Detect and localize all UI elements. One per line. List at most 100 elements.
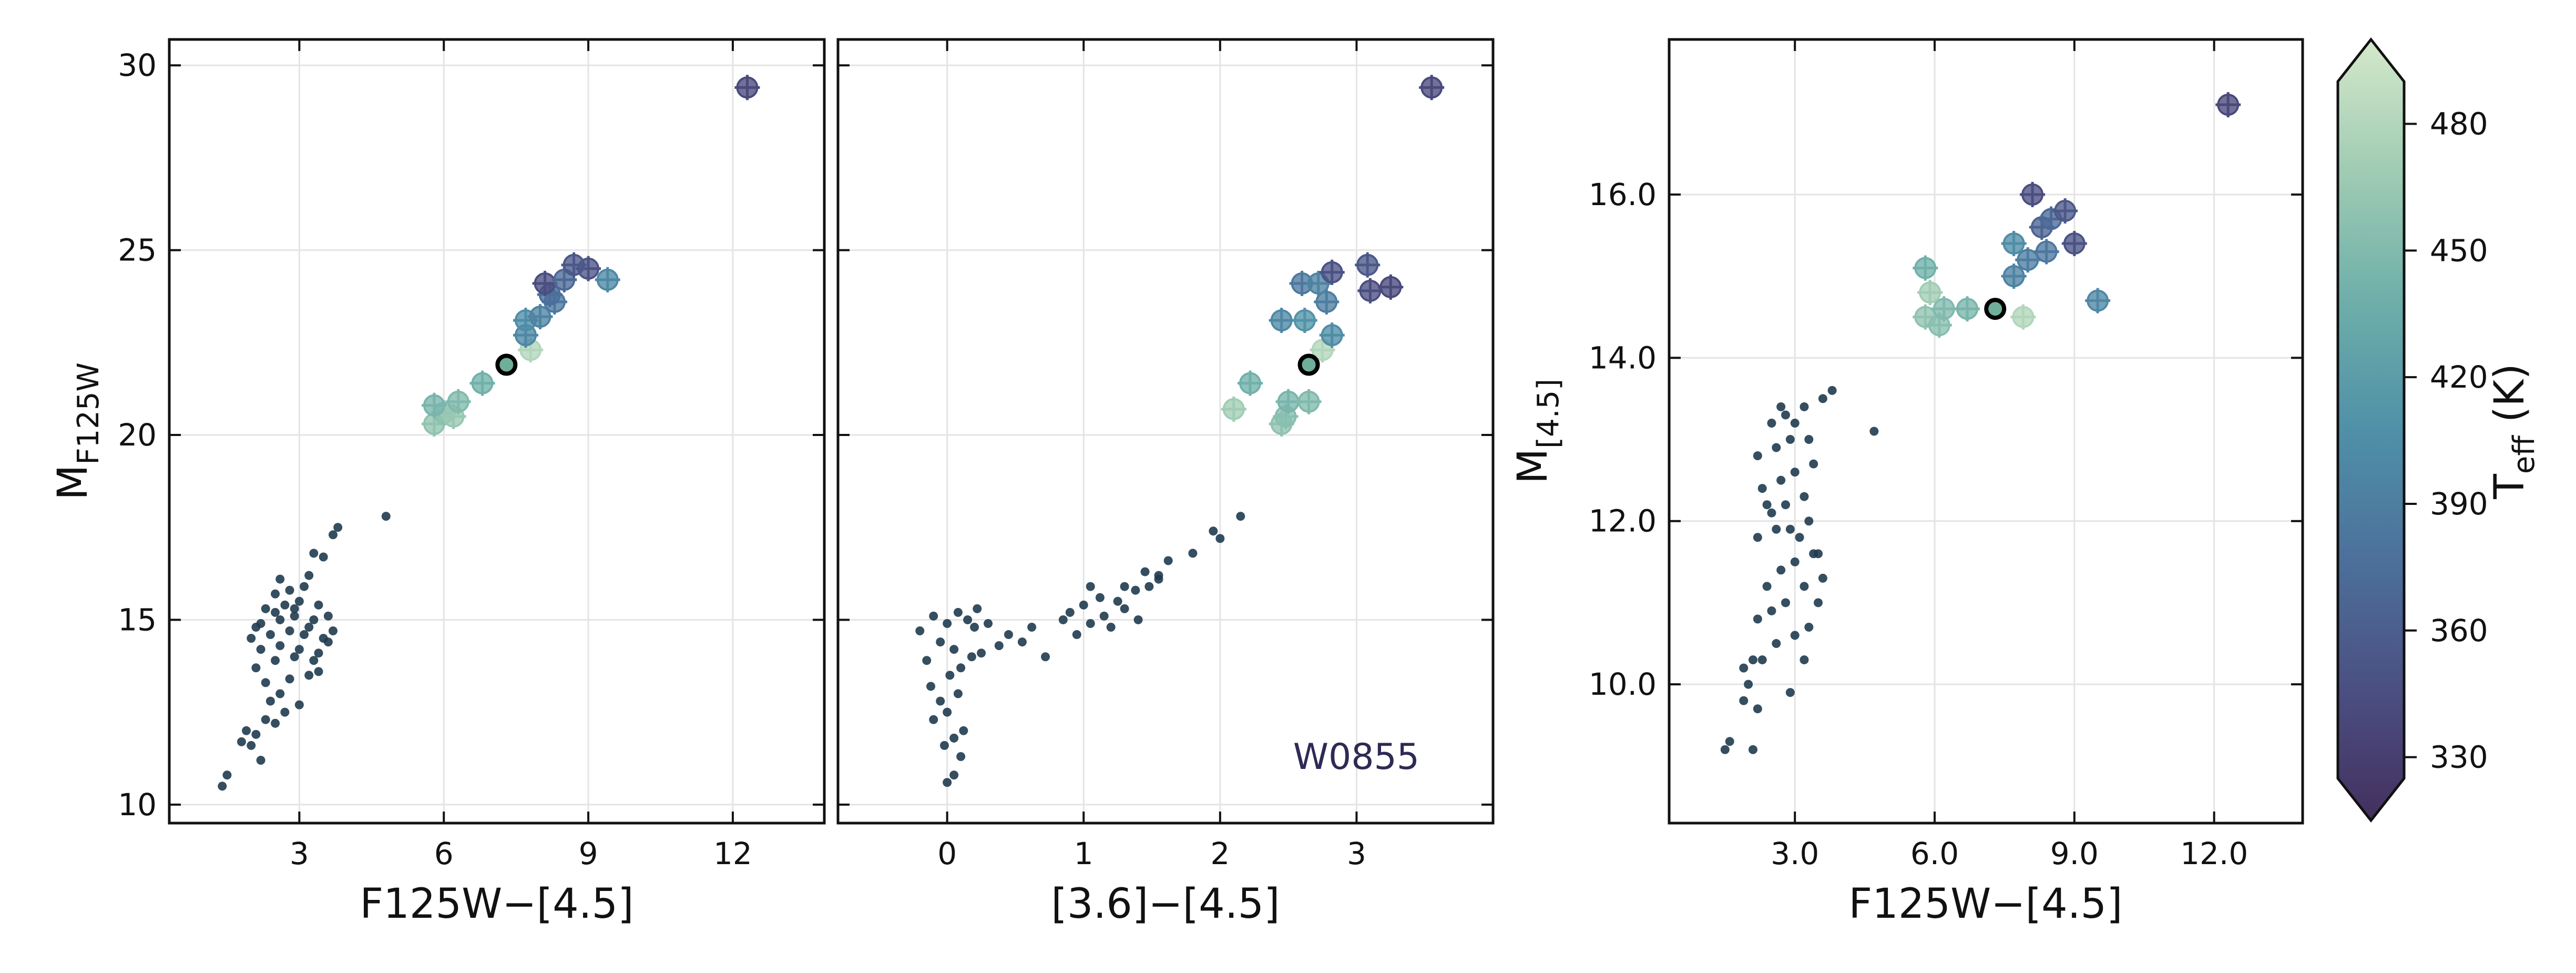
left-field-point-39 — [294, 596, 304, 606]
left-field-point-34 — [290, 611, 299, 621]
right-bd-point-11 — [2001, 231, 2027, 257]
right-bd-marker-5 — [2012, 306, 2035, 328]
middle-x-axis-label: [3.6]−[4.5] — [1051, 880, 1280, 928]
left-bd-marker-12 — [534, 272, 556, 295]
left-xtick-label-0: 3 — [290, 836, 309, 871]
left-ytick-label-2: 20 — [118, 417, 157, 453]
right-x-axis-label: F125W−[4.5] — [1848, 880, 2122, 928]
middle-brown-dwarf-points — [1221, 75, 1445, 437]
colorbar-tick-label-2: 390 — [2430, 486, 2488, 522]
left-grid — [169, 39, 824, 823]
left-field-point-7 — [261, 715, 270, 724]
left-bd-point-16 — [561, 252, 587, 278]
right-field-point-15 — [1767, 606, 1776, 615]
middle-field-point-21 — [915, 626, 925, 636]
right-y-axis-label-main: M — [1509, 449, 1557, 484]
middle-field-point-30 — [1099, 611, 1109, 621]
left-field-point-45 — [304, 571, 314, 580]
middle-field-point-52 — [1058, 615, 1068, 624]
left-field-point-38 — [280, 600, 290, 610]
middle-field-point-0 — [943, 778, 952, 787]
right-field-point-33 — [1790, 468, 1800, 477]
left-ytick-label-4: 30 — [118, 47, 157, 83]
middle-ticks: 0 1 2 3 — [838, 39, 1493, 871]
middle-field-point-44 — [1188, 549, 1198, 558]
right-bd-point-5 — [2010, 304, 2036, 330]
middle-bd-point-16 — [1355, 252, 1381, 278]
right-bd-marker-11 — [2002, 232, 2025, 255]
right-bd-marker-9 — [2017, 249, 2039, 271]
colorbar: 330 360 390 420 450 480 Teff (K) — [2336, 37, 2541, 823]
left-field-point-48 — [329, 530, 338, 540]
right-field-point-11 — [1772, 639, 1781, 648]
left-bd-point-12 — [532, 270, 558, 296]
right-brown-dwarf-points — [1913, 92, 2241, 338]
right-field-point-44 — [1776, 402, 1786, 411]
right-ticks: 3.0 6.0 9.0 12.0 10.0 12.0 14.0 16.0 — [1589, 39, 2303, 871]
left-bd-marker-3 — [423, 394, 445, 417]
middle-bd-point-7 — [1319, 322, 1345, 348]
left-field-point-20 — [309, 656, 319, 665]
right-bd-point-12 — [2061, 231, 2087, 257]
right-field-point-20 — [1762, 582, 1772, 591]
middle-field-point-23 — [963, 615, 973, 624]
left-bd-marker-17 — [736, 76, 759, 99]
right-highlight-point — [1984, 298, 2007, 320]
middle-field-point-17 — [1017, 637, 1027, 647]
right-ytick-label-2: 14.0 — [1589, 340, 1657, 376]
middle-bd-marker-10 — [1315, 291, 1338, 313]
left-field-point-14 — [285, 674, 294, 684]
right-field-point-9 — [1785, 688, 1795, 697]
right-field-point-30 — [1800, 492, 1809, 501]
middle-highlight-marker — [1297, 353, 1320, 376]
middle-field-point-15 — [977, 648, 986, 658]
middle-field-point-24 — [984, 619, 993, 628]
middle-bd-marker-14 — [1379, 276, 1402, 298]
right-field-point-1 — [1725, 737, 1734, 746]
colorbar-label-main: T — [2486, 474, 2533, 500]
middle-field-point-39 — [1144, 582, 1154, 591]
middle-bd-marker-17 — [1420, 76, 1443, 99]
right-bd-point-3 — [1917, 280, 1943, 306]
colorbar-tick-label-4: 450 — [2430, 232, 2488, 268]
right-field-points — [1720, 386, 1879, 754]
left-field-point-49 — [333, 523, 343, 532]
left-field-point-24 — [314, 648, 323, 658]
middle-field-point-31 — [1065, 607, 1075, 617]
middle-xtick-label-1: 1 — [1074, 836, 1093, 871]
right-bd-marker-12 — [2063, 232, 2086, 255]
right-y-axis-label: M[4.5] — [1509, 379, 1566, 484]
left-field-point-35 — [309, 615, 319, 624]
right-bd-point-15 — [2052, 198, 2078, 224]
left-field-point-46 — [319, 552, 328, 562]
left-ytick-label-3: 25 — [118, 232, 157, 268]
middle-field-point-9 — [953, 689, 963, 698]
right-xtick-label-3: 12.0 — [2180, 836, 2248, 871]
middle-bd-marker-7 — [1321, 324, 1343, 347]
right-bd-point-16 — [2020, 181, 2046, 207]
middle-highlight-point — [1297, 353, 1320, 376]
right-field-point-25 — [1772, 524, 1781, 534]
left-x-axis-label: F125W−[4.5] — [360, 880, 633, 928]
left-field-point-11 — [265, 696, 275, 706]
right-field-point-13 — [1804, 623, 1814, 632]
right-field-point-41 — [1800, 402, 1809, 411]
left-field-point-2 — [256, 756, 265, 765]
panel-left: 3 6 9 12 10 15 20 25 30 F125W−[4.5] MF125W — [49, 38, 826, 928]
left-field-point-31 — [329, 626, 338, 636]
middle-field-point-33 — [1120, 604, 1129, 613]
left-highlight-marker — [495, 353, 518, 376]
left-bd-marker-4 — [447, 390, 469, 413]
right-field-point-28 — [1767, 508, 1776, 518]
left-highlight-point — [495, 353, 518, 376]
middle-field-point-38 — [1131, 585, 1140, 595]
middle-field-point-4 — [949, 733, 959, 743]
colorbar-tick-label-1: 360 — [2430, 613, 2488, 648]
right-field-point-38 — [1804, 435, 1814, 444]
middle-field-point-28 — [1072, 630, 1081, 640]
right-grid — [1669, 39, 2303, 823]
middle-bd-point-15 — [1319, 259, 1345, 285]
right-field-point-37 — [1785, 435, 1795, 444]
middle-field-point-46 — [1209, 526, 1218, 536]
